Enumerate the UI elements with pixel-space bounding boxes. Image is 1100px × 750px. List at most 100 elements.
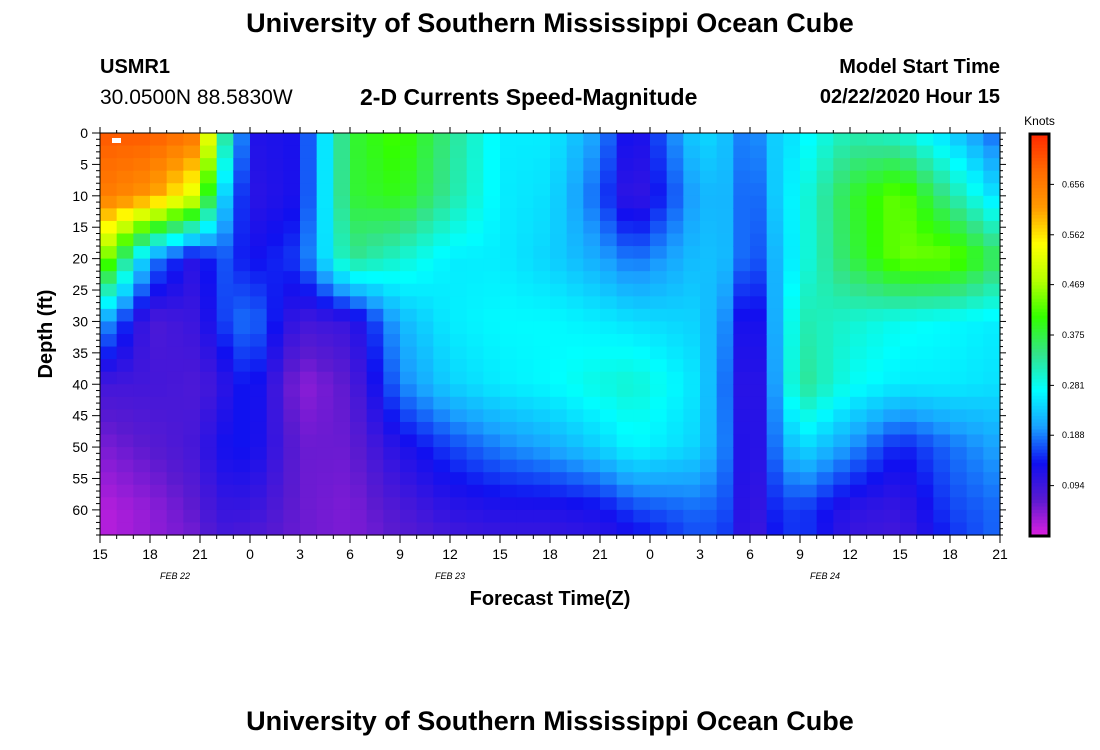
colorbar-segment (1030, 264, 1049, 269)
heatmap-cell (566, 459, 584, 473)
heatmap-cell (566, 195, 584, 209)
heatmap-cell (533, 472, 551, 486)
heatmap-cell (766, 183, 784, 197)
heatmap-cell (350, 308, 368, 323)
heatmap-cell (466, 308, 484, 323)
heatmap-cell (400, 133, 418, 147)
heatmap-cell (833, 371, 851, 385)
heatmap-cell (316, 145, 334, 159)
heatmap-cell (900, 170, 918, 184)
heatmap-cell (800, 158, 818, 172)
heatmap-cell (100, 434, 118, 448)
heatmap-cell (500, 359, 518, 373)
heatmap-cell (683, 158, 701, 172)
heatmap-cell (466, 334, 484, 348)
heatmap-cell (466, 359, 484, 373)
heatmap-cell (683, 346, 701, 360)
heatmap-cell (100, 371, 118, 385)
colorbar-segment (1030, 338, 1049, 343)
heatmap-cell (716, 384, 734, 398)
heatmap-cell (583, 522, 601, 536)
heatmap-cell (650, 220, 668, 235)
heatmap-cell (766, 497, 784, 511)
heatmap-cell (733, 371, 751, 385)
heatmap-cell (883, 220, 901, 235)
heatmap-cell (200, 208, 218, 222)
heatmap-cell (500, 246, 518, 260)
heatmap-cell (516, 484, 534, 498)
colorbar-segment (1030, 214, 1049, 219)
heatmap-cell (316, 308, 334, 323)
heatmap-cell (600, 459, 618, 473)
heatmap-cell (500, 484, 518, 498)
heatmap-cell (616, 522, 634, 536)
colorbar-segment (1030, 462, 1049, 467)
heatmap-cell (933, 421, 951, 436)
y-tick-label: 35 (72, 345, 88, 361)
heatmap-cell (650, 359, 668, 373)
heatmap-cell (550, 183, 568, 197)
heatmap-cell (100, 409, 118, 423)
heatmap-cell (433, 321, 451, 335)
heatmap-cell (700, 195, 718, 209)
heatmap-cell (916, 145, 934, 159)
heatmap-cell (766, 472, 784, 486)
heatmap-cell (800, 308, 818, 323)
heatmap-cell (116, 220, 134, 235)
heatmap-cell (916, 183, 934, 197)
heatmap-cell (333, 509, 351, 524)
heatmap-cell (600, 246, 618, 260)
heatmap-cell (300, 195, 318, 209)
colorbar-segment (1030, 442, 1049, 447)
heatmap-cell (666, 321, 684, 335)
heatmap-cell (316, 497, 334, 511)
colorbar-segment (1030, 147, 1049, 152)
heatmap-cell (866, 246, 884, 260)
heatmap-cell (100, 321, 118, 335)
heatmap-cell (633, 233, 651, 247)
heatmap-cell (783, 346, 801, 360)
model-start-label: Model Start Time (839, 56, 1000, 78)
heatmap-cell (900, 158, 918, 172)
heatmap-cell (500, 133, 518, 147)
heatmap-cell (833, 396, 851, 410)
heatmap-cell (816, 522, 834, 536)
heatmap-cell (466, 170, 484, 184)
heatmap-cell (133, 258, 151, 272)
heatmap-cell (266, 421, 284, 436)
colorbar-segment (1030, 395, 1049, 400)
heatmap-cell (683, 497, 701, 511)
heatmap-cell (683, 321, 701, 335)
heatmap-cell (333, 208, 351, 222)
colorbar-segment (1030, 378, 1049, 383)
heatmap-cell (700, 271, 718, 285)
heatmap-cell (850, 145, 868, 159)
heatmap-cell (483, 183, 501, 197)
heatmap-cell (350, 359, 368, 373)
heatmap-cell (416, 296, 434, 310)
heatmap-cell (933, 409, 951, 423)
heatmap-cell (466, 522, 484, 536)
heatmap-cell (766, 421, 784, 436)
heatmap-cell (333, 296, 351, 310)
heatmap-cell (216, 158, 234, 172)
heatmap-cell (816, 509, 834, 524)
heatmap-cell (116, 145, 134, 159)
heatmap-cell (450, 472, 468, 486)
heatmap-cell (183, 183, 201, 197)
heatmap-cell (916, 384, 934, 398)
x-tick-label: 21 (992, 546, 1008, 562)
heatmap-cell (566, 258, 584, 272)
heatmap-cell (383, 409, 401, 423)
heatmap-cell (416, 308, 434, 323)
heatmap-cell (833, 170, 851, 184)
heatmap-cell (700, 170, 718, 184)
heatmap-cell (233, 396, 251, 410)
heatmap-cell (750, 145, 768, 159)
heatmap-cell (183, 308, 201, 323)
heatmap-cell (900, 296, 918, 310)
heatmap-cell (616, 283, 634, 297)
heatmap-cell (116, 321, 134, 335)
heatmap-cell (516, 384, 534, 398)
heatmap-cell (150, 220, 168, 235)
